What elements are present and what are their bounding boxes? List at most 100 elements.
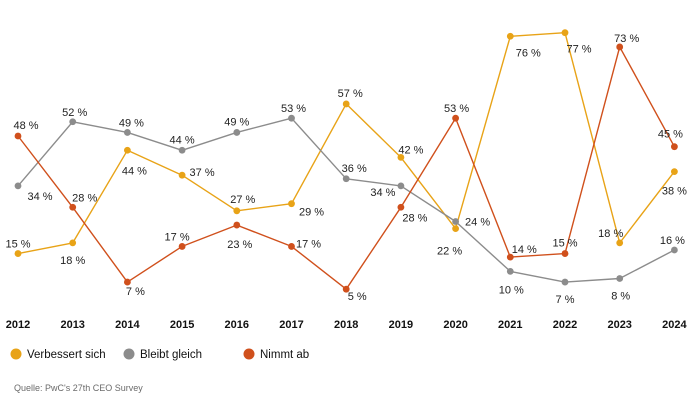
x-tick-label: 2022	[553, 319, 577, 331]
data-label-bleibt-gleich: 49 %	[224, 116, 249, 128]
data-label-verbessert-sich: 57 %	[338, 88, 363, 100]
data-point-nimmt-ab	[69, 203, 77, 211]
data-point-verbessert-sich	[233, 207, 241, 215]
data-label-bleibt-gleich: 8 %	[611, 291, 630, 303]
data-label-bleibt-gleich: 34 %	[27, 191, 52, 203]
data-label-bleibt-gleich: 34 %	[370, 187, 395, 199]
data-point-bleibt-gleich	[397, 182, 405, 190]
data-label-nimmt-ab: 14 %	[512, 244, 537, 256]
data-point-verbessert-sich	[124, 146, 131, 154]
x-tick-label: 2023	[607, 319, 631, 331]
data-point-nimmt-ab	[124, 278, 131, 286]
data-label-verbessert-sich: 18 %	[598, 228, 623, 240]
data-point-bleibt-gleich	[69, 118, 77, 126]
x-tick-label: 2014	[115, 319, 140, 331]
data-label-nimmt-ab: 28 %	[72, 192, 97, 204]
x-tick-label: 2020	[443, 319, 467, 331]
x-tick-label: 2021	[498, 319, 522, 331]
x-tick-label: 2019	[389, 319, 413, 331]
data-label-verbessert-sich: 37 %	[190, 167, 215, 179]
data-label-bleibt-gleich: 16 %	[660, 235, 685, 247]
legend-swatch-bleibt-gleich	[123, 348, 135, 360]
data-label-verbessert-sich: 29 %	[299, 207, 324, 219]
data-point-bleibt-gleich	[14, 182, 22, 190]
data-label-nimmt-ab: 23 %	[227, 239, 252, 251]
x-tick-label: 2017	[279, 319, 303, 331]
data-label-nimmt-ab: 15 %	[552, 238, 577, 250]
data-point-bleibt-gleich	[452, 218, 459, 225]
x-tick-label: 2018	[334, 319, 358, 331]
data-label-bleibt-gleich: 52 %	[62, 107, 87, 119]
legend-label: Nimmt ab	[260, 349, 309, 361]
data-point-bleibt-gleich	[124, 129, 131, 136]
data-label-nimmt-ab: 7 %	[126, 286, 145, 298]
data-point-nimmt-ab	[506, 253, 514, 261]
data-label-nimmt-ab: 28 %	[402, 212, 427, 224]
data-label-nimmt-ab: 5 %	[348, 291, 367, 303]
data-point-bleibt-gleich	[561, 278, 569, 286]
series-line-verbessert-sich	[17, 32, 675, 255]
data-point-verbessert-sich	[14, 250, 22, 257]
data-label-bleibt-gleich: 7 %	[556, 294, 575, 306]
data-point-nimmt-ab	[342, 285, 350, 293]
data-label-bleibt-gleich: 49 %	[119, 117, 144, 129]
data-point-nimmt-ab	[616, 43, 624, 51]
data-point-bleibt-gleich	[342, 175, 350, 183]
legend-label: Bleibt gleich	[140, 349, 202, 361]
data-label-nimmt-ab: 53 %	[444, 103, 469, 115]
data-label-nimmt-ab: 45 %	[658, 129, 683, 141]
data-label-verbessert-sich: 27 %	[230, 194, 255, 206]
data-point-nimmt-ab	[14, 132, 22, 140]
data-point-verbessert-sich	[671, 168, 678, 176]
data-label-nimmt-ab: 17 %	[165, 231, 190, 243]
x-tick-label: 2015	[170, 319, 194, 331]
data-point-verbessert-sich	[69, 239, 77, 247]
data-point-verbessert-sich	[561, 29, 569, 37]
data-point-bleibt-gleich	[233, 129, 241, 136]
data-label-bleibt-gleich: 10 %	[499, 284, 524, 296]
data-point-verbessert-sich	[342, 100, 350, 108]
legend-swatch-nimmt-ab	[243, 348, 255, 360]
data-point-nimmt-ab	[671, 143, 678, 151]
data-point-nimmt-ab	[397, 203, 405, 211]
data-label-verbessert-sich: 77 %	[566, 44, 591, 56]
data-label-verbessert-sich: 42 %	[398, 144, 423, 156]
data-point-bleibt-gleich	[616, 275, 624, 282]
series-line-bleibt-gleich	[17, 117, 675, 283]
x-tick-label: 2012	[6, 319, 30, 331]
data-label-nimmt-ab: 48 %	[13, 120, 38, 132]
data-point-verbessert-sich	[506, 32, 514, 40]
x-tick-label: 2024	[662, 319, 687, 331]
data-label-verbessert-sich: 76 %	[516, 47, 541, 59]
legend-swatch-verbessert-sich	[10, 348, 22, 360]
source-note: Quelle: PwC's 27th CEO Survey	[14, 383, 143, 393]
data-label-verbessert-sich: 18 %	[60, 255, 85, 267]
data-label-bleibt-gleich: 44 %	[170, 134, 195, 146]
data-point-verbessert-sich	[178, 171, 186, 179]
data-point-verbessert-sich	[452, 225, 459, 233]
data-point-nimmt-ab	[178, 243, 186, 250]
data-point-nimmt-ab	[288, 243, 295, 250]
data-label-nimmt-ab: 73 %	[614, 33, 639, 45]
data-point-verbessert-sich	[616, 239, 624, 247]
data-label-verbessert-sich: 38 %	[662, 186, 687, 198]
data-label-bleibt-gleich: 36 %	[342, 163, 367, 175]
data-point-nimmt-ab	[233, 221, 241, 229]
data-point-verbessert-sich	[288, 200, 295, 208]
data-point-bleibt-gleich	[506, 267, 514, 275]
data-point-nimmt-ab	[452, 114, 459, 122]
data-point-bleibt-gleich	[288, 114, 295, 122]
data-label-verbessert-sich: 44 %	[122, 165, 147, 177]
x-tick-label: 2013	[60, 319, 84, 331]
data-label-verbessert-sich: 15 %	[5, 239, 30, 251]
legend-label: Verbessert sich	[27, 349, 106, 361]
data-label-nimmt-ab: 17 %	[296, 238, 321, 250]
data-label-bleibt-gleich: 24 %	[465, 217, 490, 229]
data-label-verbessert-sich: 22 %	[437, 246, 462, 258]
data-point-verbessert-sich	[397, 153, 405, 161]
data-label-bleibt-gleich: 53 %	[281, 103, 306, 115]
data-point-nimmt-ab	[561, 250, 569, 257]
data-point-bleibt-gleich	[671, 246, 678, 254]
